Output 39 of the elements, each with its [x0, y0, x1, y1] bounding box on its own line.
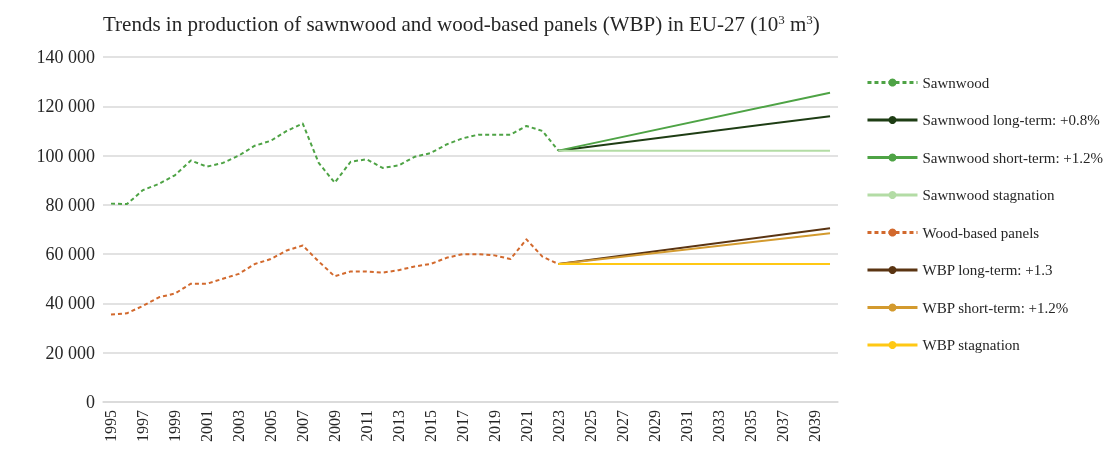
y-tick-label: 60 000 [45, 244, 95, 265]
y-tick-label: 20 000 [45, 342, 95, 363]
y-tick-label: 120 000 [36, 96, 95, 117]
x-tick-label: 2023 [549, 410, 567, 442]
legend-label: Sawnwood short-term: +1.2% [922, 149, 1104, 166]
x-tick-label: 2037 [773, 410, 791, 442]
x-tick-label: 2011 [358, 410, 376, 442]
legend-label: WBP stagnation [922, 337, 1021, 353]
y-tick-label: 0 [86, 392, 95, 412]
x-tick-label: 2009 [326, 410, 344, 442]
legend-label: Sawnwood stagnation [922, 187, 1056, 203]
legend-label: Wood-based panels [922, 224, 1040, 241]
y-tick-label: 80 000 [45, 194, 95, 215]
x-tick-label: 2035 [741, 410, 759, 442]
x-tick-label: 1999 [166, 410, 184, 442]
legend-label: WBP long-term: +1.3 [922, 262, 1053, 278]
x-tick-label: 2001 [198, 410, 216, 442]
x-tick-label: 2021 [517, 410, 535, 442]
x-tick-label: 2005 [262, 410, 280, 442]
x-tick-label: 2033 [709, 410, 727, 442]
x-tick-label: 2029 [645, 410, 663, 442]
x-tick-label: 2017 [454, 410, 472, 442]
y-tick-label: 100 000 [36, 145, 95, 166]
x-tick-label: 2031 [677, 410, 695, 442]
x-tick-label: 2039 [805, 410, 823, 442]
legend-label: WBP short-term: +1.2% [922, 299, 1069, 316]
y-tick-label: 140 000 [36, 47, 95, 67]
x-tick-label: 2027 [613, 410, 631, 442]
x-tick-label: 2025 [581, 410, 599, 442]
x-tick-label: 2015 [422, 410, 440, 442]
x-tick-label: 2003 [230, 410, 248, 442]
x-tick-label: 1997 [134, 410, 152, 442]
x-tick-label: 2013 [390, 410, 408, 442]
x-tick-label: 2007 [294, 410, 312, 442]
x-tick-label: 1995 [102, 410, 120, 442]
x-tick-label: 2019 [485, 410, 503, 442]
legend-label: Sawnwood long-term: +0.8% [922, 112, 1100, 128]
legend-label: Sawnwood [922, 74, 990, 91]
y-tick-label: 40 000 [45, 293, 95, 314]
